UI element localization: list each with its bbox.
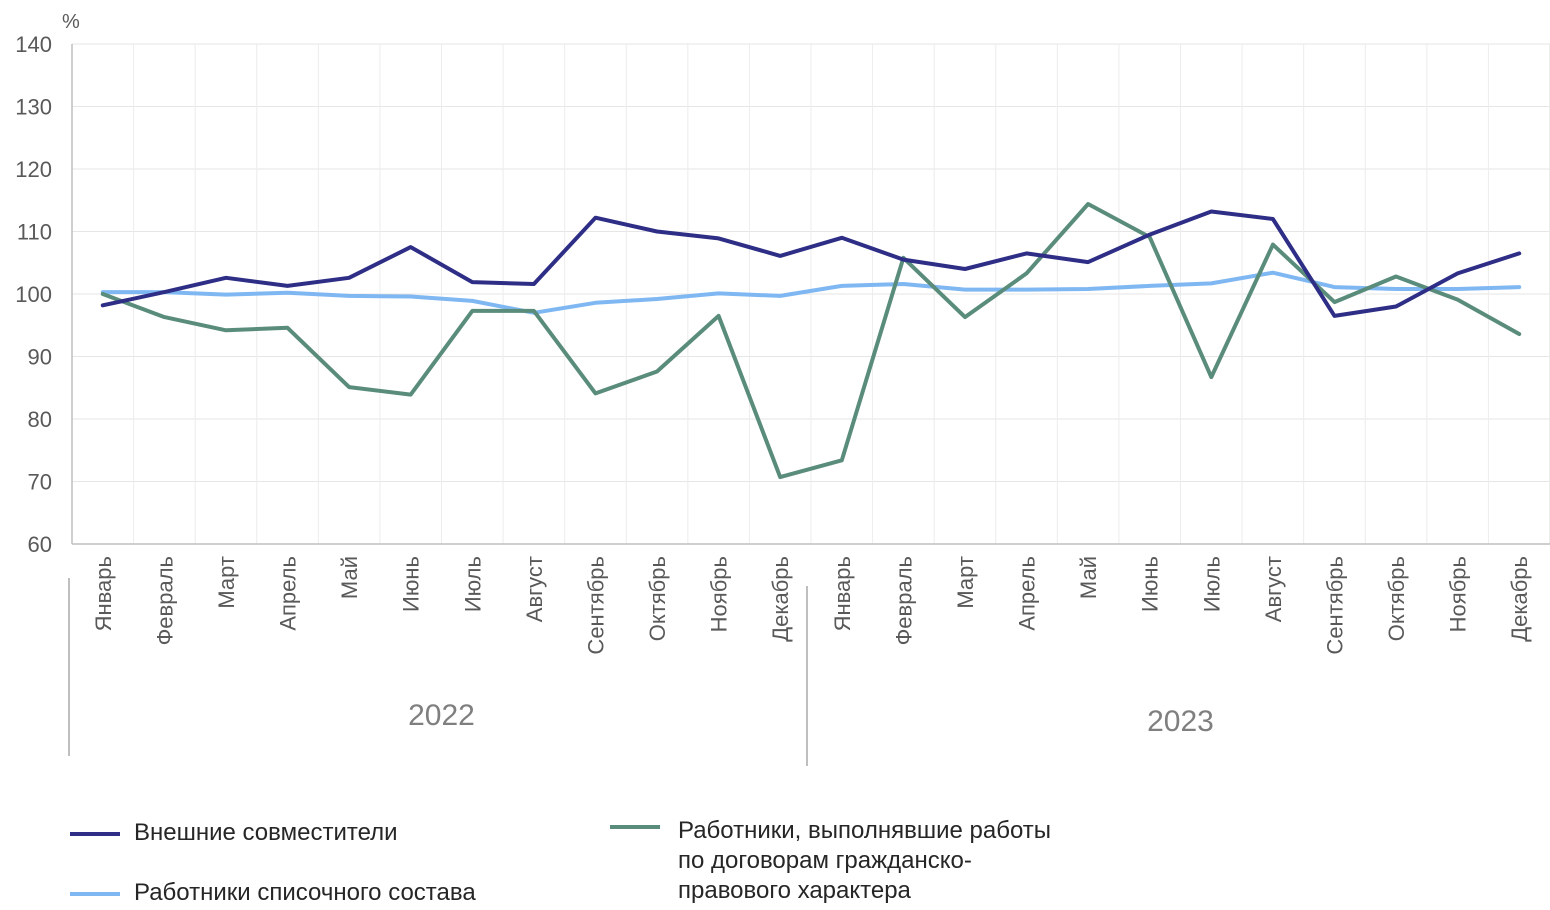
y-tick-label: 140 [15, 32, 52, 57]
x-tick-label: Апрель [276, 556, 301, 631]
y-tick-label: 100 [15, 282, 52, 307]
legend-label-contract-line3: правового характера [678, 877, 911, 904]
x-tick-label: Июнь [1138, 556, 1163, 612]
legend-swatch-contract [610, 825, 660, 829]
x-tick-label: Август [1261, 556, 1286, 622]
x-tick-label: Март [953, 556, 978, 609]
y-tick-label: 110 [17, 220, 52, 245]
x-tick-label: Июль [1199, 556, 1224, 612]
x-tick-label: Октябрь [645, 556, 670, 641]
x-tick-label: Ноябрь [707, 556, 732, 632]
legend-swatch-external [70, 831, 120, 836]
year-label: 2022 [408, 699, 475, 732]
x-tick-label: Июнь [399, 556, 424, 612]
x-tick-label: Сентябрь [583, 556, 608, 655]
series-line-3 [100, 202, 1522, 480]
series-line-2 [100, 270, 1522, 315]
x-tick-label: Март [214, 556, 239, 609]
series-line-1 [100, 209, 1522, 318]
x-tick-label: Август [522, 556, 547, 622]
y-tick-label: 90 [28, 345, 52, 370]
x-tick-label: Ноябрь [1446, 556, 1471, 632]
x-tick-label: Апрель [1015, 556, 1040, 631]
x-tick-label: Июль [460, 556, 485, 612]
x-tick-label: Май [337, 556, 362, 599]
legend-item-external: Внешние совместители [70, 816, 398, 850]
x-tick-label: Февраль [891, 556, 916, 645]
y-tick-label: 70 [28, 470, 52, 495]
legend-label-contract-line1: Работники, выполнявшие работы [678, 817, 1052, 844]
x-tick-label: Декабрь [768, 556, 793, 642]
y-tick-label: 130 [15, 95, 52, 120]
legend-item-payroll: Работники списочного состава [70, 876, 476, 910]
legend-swatch-payroll [70, 891, 120, 896]
x-tick-label: Февраль [152, 556, 177, 645]
y-tick-label: 120 [15, 157, 52, 182]
x-tick-label: Январь [91, 556, 116, 631]
x-tick-label: Декабрь [1507, 556, 1532, 642]
legend-label-contract-line2: по договорам гражданско- [678, 847, 972, 874]
y-unit-label: % [62, 11, 80, 33]
y-tick-label: 60 [28, 532, 52, 557]
legend-label-external: Внешние совместители [134, 819, 398, 846]
x-tick-label: Октябрь [1384, 556, 1409, 641]
legend-label-payroll: Работники списочного состава [134, 879, 476, 906]
x-tick-label: Сентябрь [1322, 556, 1347, 655]
year-label: 2023 [1147, 705, 1214, 738]
x-tick-label: Январь [830, 556, 855, 631]
y-tick-label: 80 [28, 407, 52, 432]
x-tick-label: Май [1076, 556, 1101, 599]
